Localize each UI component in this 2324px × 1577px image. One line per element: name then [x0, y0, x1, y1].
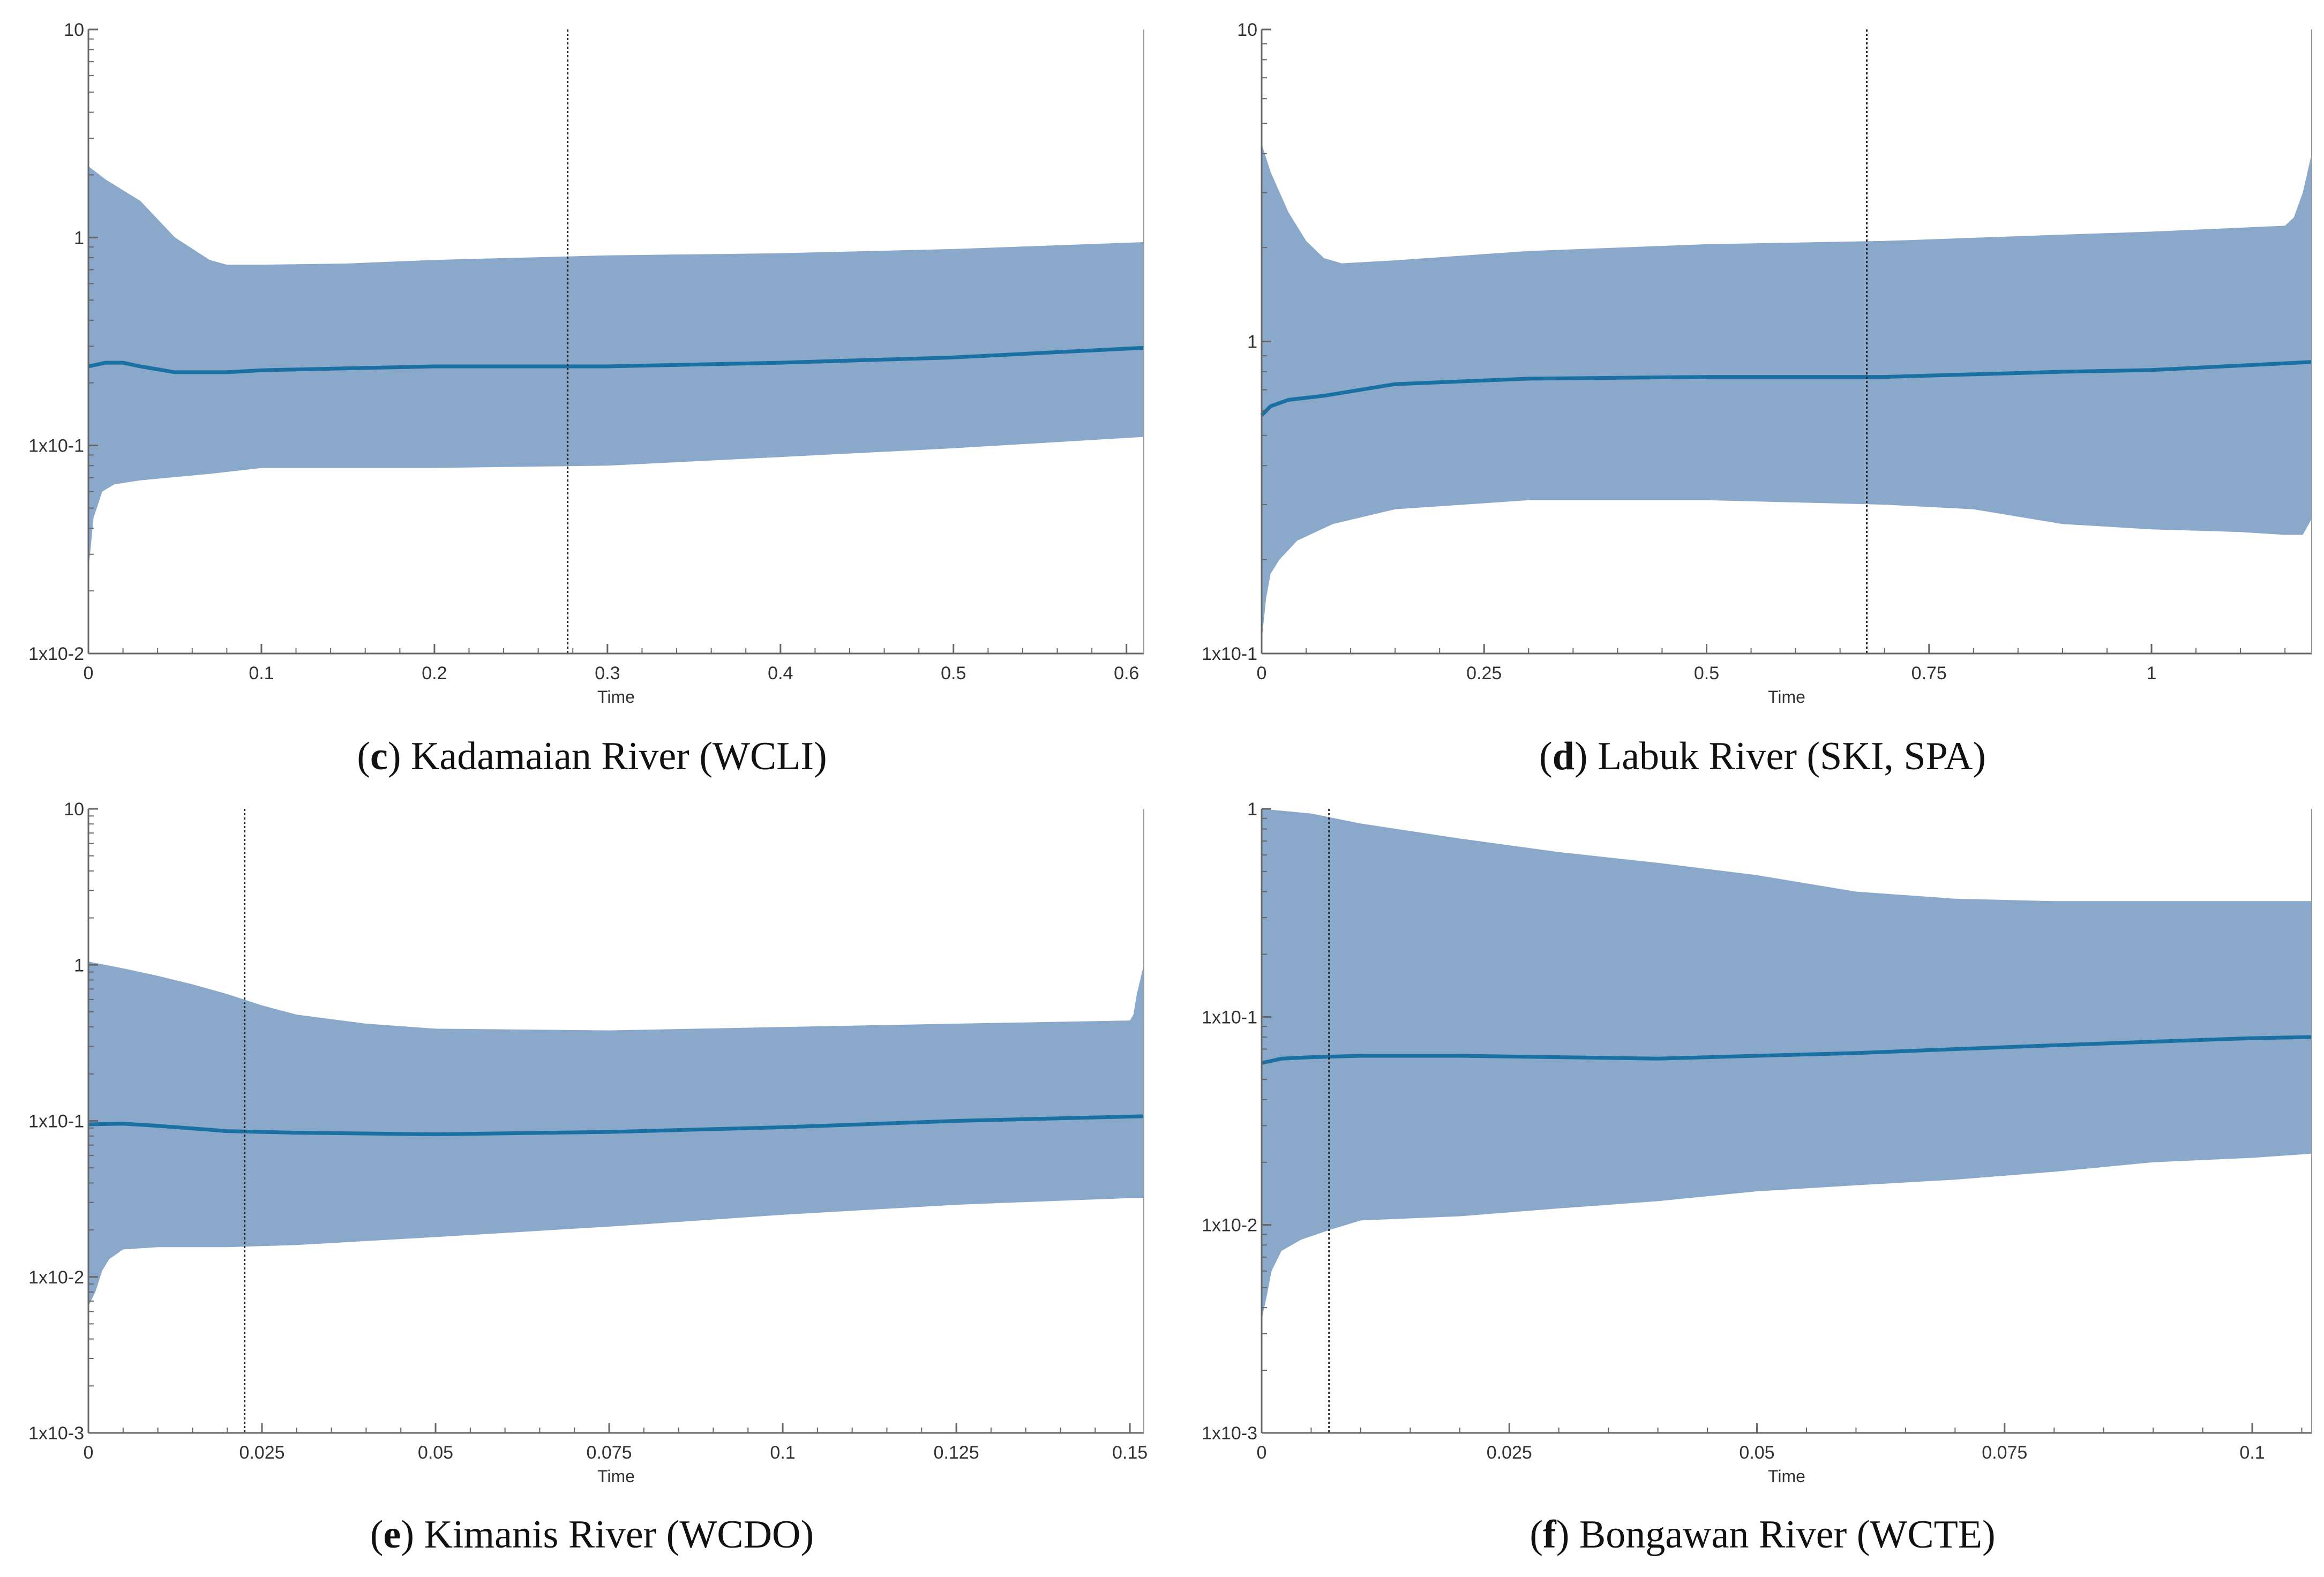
y-tick-label: 1: [74, 955, 84, 975]
median-line-c: [88, 346, 1144, 374]
x-tick-label: 0: [84, 1443, 94, 1463]
x-tick-label: 1: [2147, 663, 2157, 684]
x-tick-label: 0.025: [1487, 1443, 1532, 1463]
caption-d-letter: d: [1552, 734, 1575, 778]
caption-c: (c) Kadamaian River (WCLI): [357, 734, 827, 778]
caption-e-letter: e: [383, 1513, 401, 1557]
x-tick-label: 0: [84, 663, 94, 684]
x-tick-label: 0.075: [1982, 1443, 2027, 1463]
median-line-f: [1261, 1035, 2312, 1065]
x-axis-title-c: Time: [597, 687, 635, 707]
caption-c-text: ) Kadamaian River (WCLI): [387, 734, 827, 778]
x-tick-label: 0.5: [1694, 663, 1719, 684]
x-tick-label: 0: [1257, 663, 1267, 684]
median-line-d: [1260, 360, 2312, 417]
y-tick-label: 1: [1247, 799, 1257, 820]
x-tick-label: 0.4: [768, 663, 793, 684]
caption-e-text: ) Kimanis River (WCDO): [401, 1513, 814, 1557]
hpd-band-d: [1262, 144, 2312, 641]
x-tick-label: 0.1: [249, 663, 274, 684]
x-tick-label: 0.15: [1112, 1443, 1148, 1463]
y-tick-label: 1x10-2: [28, 644, 84, 664]
y-tick-label: 1x10-3: [1202, 1423, 1257, 1444]
x-tick-label: 0.1: [770, 1443, 795, 1463]
caption-f-letter: f: [1543, 1513, 1556, 1557]
x-tick-label: 0.025: [239, 1443, 284, 1463]
x-axis-title-d: Time: [1768, 687, 1805, 707]
caption-d-text: ) Labuk River (SKI, SPA): [1574, 734, 1986, 778]
chart-f: 1x10-3 1x10-2 1x10-1 1 0 0.025 0.05 0.075 0.1 Tim…: [1202, 799, 2312, 1486]
y-tick-label: 10: [1237, 20, 1257, 40]
y-tick-label: 1: [1247, 332, 1257, 352]
x-axis-title-e: Time: [597, 1467, 635, 1486]
chart-c: 1x10-2 1x10-1 1 10 0 0.1 0.2 0.3 0.4 0.5 0.6 Time: [28, 20, 1144, 707]
x-tick-label: 0.05: [1739, 1443, 1774, 1463]
x-axis-title-f: Time: [1768, 1467, 1805, 1486]
caption-d: (d) Labuk River (SKI, SPA): [1539, 734, 1986, 778]
caption-c-letter: c: [370, 734, 388, 778]
y-tick-label: 1x10-2: [28, 1267, 84, 1288]
x-tick-label: 0: [1257, 1443, 1267, 1463]
x-tick-label: 0.25: [1466, 663, 1502, 684]
x-tick-label: 0.3: [595, 663, 620, 684]
x-tick-label: 0.75: [1911, 663, 1947, 684]
y-tick-label: 1x10-3: [28, 1423, 84, 1444]
hpd-band-c: [88, 166, 1144, 571]
x-tick-label: 0.1: [2239, 1443, 2265, 1463]
x-tick-label: 0.05: [418, 1443, 453, 1463]
y-tick-label: 10: [64, 799, 84, 820]
y-tick-label: 1x10-1: [28, 1112, 84, 1132]
y-tick-label: 10: [64, 20, 84, 40]
chart-e: 1x10-3 1x10-2 1x10-1 1 10 0 0.025 0.05 0.075 0.1 0…: [28, 799, 1148, 1486]
chart-d: 1x10-1 1 10 0 0.25 0.5 0.75 1 Time: [1202, 20, 2312, 707]
y-tick-label: 1: [74, 228, 84, 248]
y-tick-label: 1x10-1: [28, 436, 84, 456]
y-tick-label: 1x10-1: [1202, 644, 1257, 664]
y-tick-label: 1x10-1: [1202, 1007, 1257, 1027]
y-tick-label: 1x10-2: [1202, 1215, 1257, 1236]
median-line-e: [88, 1114, 1144, 1137]
x-tick-label: 0.075: [586, 1443, 632, 1463]
x-tick-label: 0.125: [934, 1443, 979, 1463]
caption-f-text: ) Bongawan River (WCTE): [1556, 1513, 1996, 1557]
caption-f: (f) Bongawan River (WCTE): [1530, 1513, 1996, 1557]
caption-e: (e) Kimanis River (WCDO): [370, 1513, 814, 1557]
x-tick-label: 0.5: [941, 663, 966, 684]
x-tick-label: 0.2: [422, 663, 447, 684]
x-tick-label: 0.6: [1114, 663, 1139, 684]
hpd-band-e: [88, 962, 1144, 1306]
hpd-band-f: [1262, 809, 2312, 1320]
